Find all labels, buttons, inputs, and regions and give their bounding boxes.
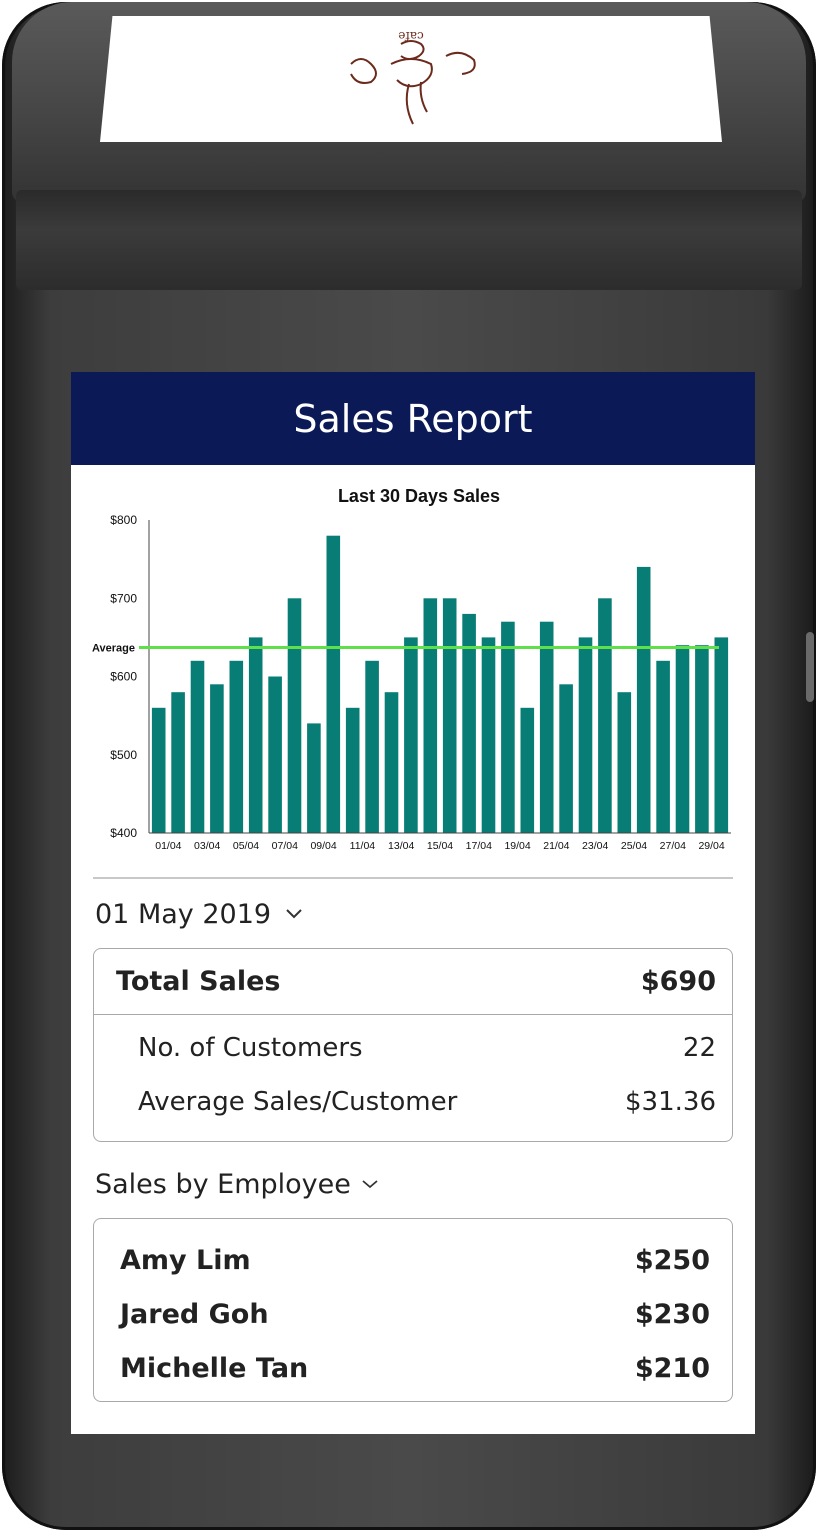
avg-sales-row: Average Sales/Customer $31.36: [94, 1075, 732, 1129]
x-tick-label: 27/04: [660, 840, 686, 852]
x-tick-label: 29/04: [698, 840, 724, 852]
y-tick-label: $400: [110, 826, 137, 840]
chevron-down-icon: [286, 909, 302, 919]
employee-name: Jared Goh: [120, 1298, 269, 1330]
chart-bar-23/04: [578, 637, 593, 833]
customers-value: 22: [682, 1033, 716, 1063]
chart-bar-30/04: [714, 637, 729, 833]
chart-bar-09/04: [307, 723, 321, 833]
chart-bar-10/04: [326, 535, 341, 833]
x-tick-label: 23/04: [582, 840, 608, 852]
chart-bar-25/04: [617, 692, 632, 833]
chart-bar-27/04: [656, 660, 670, 833]
svg-text:cafe: cafe: [398, 29, 423, 43]
x-tick-label: 25/04: [621, 840, 647, 852]
section-divider: [93, 877, 733, 879]
chart-bar-16/04: [442, 598, 457, 834]
y-tick-label: $600: [110, 670, 137, 684]
x-tick-label: 21/04: [543, 840, 569, 852]
total-sales-value: $690: [640, 966, 716, 997]
device-band: [16, 190, 802, 290]
chart-bar-19/04: [501, 621, 515, 833]
total-sales-row: Total Sales $690: [94, 949, 732, 1015]
chart-bar-29/04: [695, 645, 709, 833]
chevron-down-icon: [362, 1180, 378, 1189]
x-tick-label: 17/04: [466, 840, 492, 852]
cafe-logo-icon: cafe: [350, 29, 476, 125]
sales-summary-card: Total Sales $690 No. of Customers 22 Ave…: [93, 948, 733, 1142]
x-tick-label: 09/04: [310, 840, 336, 852]
y-tick-label: $700: [110, 591, 137, 605]
chart-bar-28/04: [675, 645, 690, 833]
x-tick-label: 11/04: [350, 840, 376, 852]
chart-bar-26/04: [636, 566, 651, 833]
date-selector[interactable]: 01 May 2019: [95, 897, 303, 931]
avg-sales-label: Average Sales/Customer: [138, 1087, 458, 1117]
chart-title: Last 30 Days Sales: [338, 486, 500, 506]
chart-bar-08/04: [287, 598, 302, 834]
employee-sales: $250: [634, 1244, 710, 1276]
sales-chart-svg: Last 30 Days Sales $400$500$600$700$800 …: [92, 486, 731, 852]
employee-name: Michelle Tan: [120, 1352, 309, 1384]
employee-sales: $230: [634, 1298, 710, 1330]
x-tick-label: 13/04: [388, 840, 414, 852]
x-tick-label: 05/04: [233, 840, 259, 852]
chart-bar-21/04: [539, 621, 554, 833]
chart-bar-06/04: [248, 637, 263, 833]
customers-row: No. of Customers 22: [94, 1021, 732, 1075]
list-item: Michelle Tan $210: [94, 1341, 732, 1395]
list-item: Amy Lim $250: [94, 1233, 732, 1287]
sales-chart: Last 30 Days Sales $400 $500 $600 $700 $800 …: [71, 465, 755, 875]
chart-bar-13/04: [384, 692, 399, 833]
chart-bar-14/04: [404, 637, 418, 833]
chart-bar-15/04: [423, 598, 438, 834]
chart-bar-04/04: [210, 684, 224, 833]
y-tick-label: $800: [110, 513, 137, 527]
chart-bar-18/04: [481, 637, 496, 833]
total-sales-label: Total Sales: [116, 966, 281, 997]
chart-bar-01/04: [151, 707, 166, 833]
y-tick-label: $500: [110, 748, 137, 762]
chart-bar-03/04: [190, 660, 205, 833]
employee-selector-label: Sales by Employee: [95, 1168, 351, 1200]
chart-bar-11/04: [345, 707, 360, 833]
x-tick-label: 07/04: [272, 840, 298, 852]
chart-bar-02/04: [171, 692, 185, 833]
side-button[interactable]: [806, 632, 814, 702]
average-label: Average: [92, 643, 135, 655]
customers-label: No. of Customers: [138, 1033, 363, 1063]
chart-bar-12/04: [365, 660, 379, 833]
employee-sales: $210: [634, 1352, 710, 1384]
date-value: 01 May 2019: [95, 898, 272, 930]
employee-name: Amy Lim: [120, 1244, 251, 1276]
avg-sales-value: $31.36: [625, 1087, 716, 1117]
chart-bar-17/04: [462, 613, 476, 833]
page-title: Sales Report: [71, 372, 755, 465]
customer-display: cafe: [100, 16, 722, 142]
x-tick-label: 03/04: [194, 840, 220, 852]
chart-bar-20/04: [520, 707, 535, 833]
employee-selector[interactable]: Sales by Employee: [95, 1167, 379, 1201]
x-tick-label: 15/04: [427, 840, 453, 852]
pos-screen: Sales Report Last 30 Days Sales $400 $500…: [71, 372, 755, 1434]
x-tick-label: 01/04: [155, 840, 181, 852]
chart-bar-22/04: [559, 684, 573, 833]
chart-bar-07/04: [268, 676, 282, 833]
list-item: Jared Goh $230: [94, 1287, 732, 1341]
chart-bar-05/04: [229, 660, 244, 833]
employee-sales-card: Amy Lim $250 Jared Goh $230 Michelle Tan…: [93, 1218, 733, 1402]
chart-bar-24/04: [598, 598, 612, 834]
x-tick-label: 19/04: [504, 840, 530, 852]
